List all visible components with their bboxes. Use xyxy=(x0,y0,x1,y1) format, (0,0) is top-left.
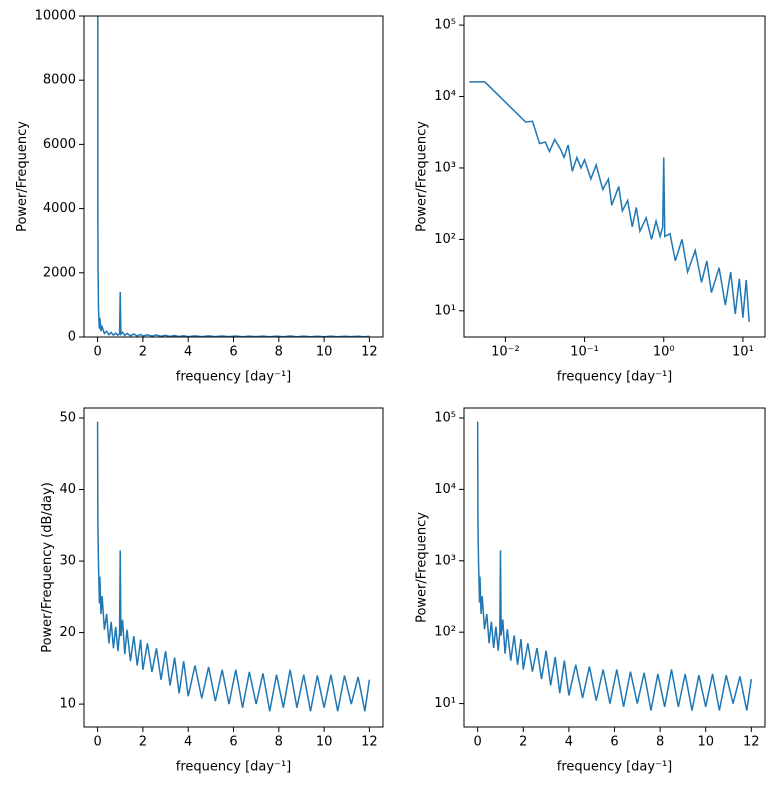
x-axis-label: frequency [day⁻¹] xyxy=(557,760,672,775)
y-axis-label: Power/Frequency xyxy=(415,512,430,623)
subplot: 0 2 4 6 8 10 12 0 2000 4000 6000 8000 10000 frequency… xyxy=(15,9,384,385)
y-axis-label: Power/Frequency xyxy=(15,121,30,232)
x-tick-label: 10⁻¹ xyxy=(570,345,599,360)
y-tick-label: 10⁴ xyxy=(434,89,456,104)
x-tick-label: 4 xyxy=(565,735,573,750)
x-tick-label: 2 xyxy=(139,345,147,360)
y-tick-label: 10000 xyxy=(35,9,76,24)
y-tick-label: 10¹ xyxy=(434,303,456,318)
x-tick-label: 4 xyxy=(184,735,192,750)
x-tick-label: 10¹ xyxy=(732,345,754,360)
subplot: 0 2 4 6 8 10 12 10 20 30 40 50 frequency [day⁻¹] Powe… xyxy=(40,407,384,775)
x-tick-label: 2 xyxy=(139,735,147,750)
x-tick-label: 12 xyxy=(361,345,378,360)
y-tick-label: 10² xyxy=(434,625,456,640)
data-line xyxy=(97,16,370,337)
y-tick-label: 10⁴ xyxy=(434,482,456,497)
y-tick-label: 50 xyxy=(59,411,76,426)
x-tick-label: 6 xyxy=(229,345,237,360)
y-axis-label: Power/Frequency xyxy=(415,121,430,232)
data-line xyxy=(476,421,753,711)
x-tick-label: 12 xyxy=(743,735,760,750)
axes-frame xyxy=(463,15,766,338)
subplot: 0 2 4 6 8 10 12 10¹ 10² 10³ 10⁴ 10⁵ frequency [day⁻¹… xyxy=(415,407,766,775)
x-tick-label: 6 xyxy=(610,735,618,750)
x-tick-label: 0 xyxy=(93,345,101,360)
x-tick-label: 10⁻² xyxy=(491,345,520,360)
data-line xyxy=(469,81,750,322)
y-tick-label: 10³ xyxy=(434,553,456,568)
x-axis-label: frequency [day⁻¹] xyxy=(557,370,672,385)
y-tick-label: 0 xyxy=(68,330,76,345)
y-tick-label: 4000 xyxy=(43,201,76,216)
y-tick-label: 30 xyxy=(59,554,76,569)
x-tick-label: 0 xyxy=(474,735,482,750)
x-tick-label: 10⁰ xyxy=(653,345,675,360)
x-tick-label: 4 xyxy=(184,345,192,360)
y-tick-label: 40 xyxy=(59,482,76,497)
x-tick-label: 8 xyxy=(275,735,283,750)
y-tick-label: 20 xyxy=(59,625,76,640)
x-tick-label: 12 xyxy=(361,735,378,750)
y-tick-label: 10³ xyxy=(434,160,456,175)
y-tick-label: 10¹ xyxy=(434,696,456,711)
y-tick-label: 6000 xyxy=(43,137,76,152)
y-tick-label: 10⁵ xyxy=(434,410,456,425)
x-tick-label: 0 xyxy=(93,735,101,750)
y-tick-label: 8000 xyxy=(43,73,76,88)
y-tick-label: 2000 xyxy=(43,265,76,280)
x-tick-label: 10 xyxy=(697,735,714,750)
x-tick-label: 2 xyxy=(519,735,527,750)
x-tick-label: 8 xyxy=(275,345,283,360)
subplot: 10⁻² 10⁻¹ 10⁰ 10¹ 10¹ 10² 10³ 10⁴ 10⁵ frequency [… xyxy=(415,15,766,385)
y-tick-label: 10⁵ xyxy=(434,18,456,33)
data-line xyxy=(96,421,371,712)
axes-frame xyxy=(83,15,384,338)
x-tick-label: 10 xyxy=(316,345,333,360)
x-tick-label: 8 xyxy=(656,735,664,750)
x-tick-label: 6 xyxy=(229,735,237,750)
y-axis-label: Power/Frequency (dB/day) xyxy=(40,482,55,653)
y-tick-label: 10² xyxy=(434,232,456,247)
x-axis-label: frequency [day⁻¹] xyxy=(176,370,291,385)
x-axis-label: frequency [day⁻¹] xyxy=(176,760,291,775)
x-tick-label: 10 xyxy=(316,735,333,750)
y-tick-label: 10 xyxy=(59,697,76,712)
